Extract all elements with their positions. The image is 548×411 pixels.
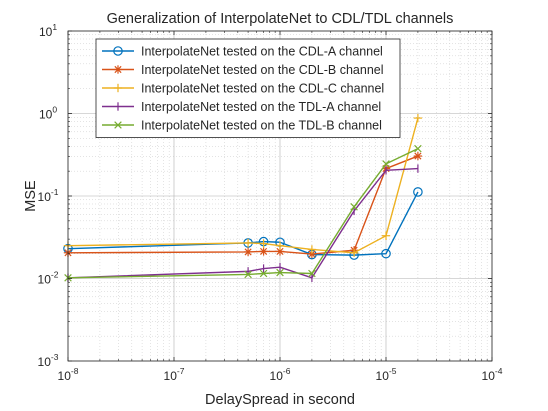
series-3-point	[307, 245, 317, 254]
legend-marker-2-shape	[114, 65, 122, 74]
y-tick-label: 10-3	[38, 352, 59, 369]
legend-label-3: InterpolateNet tested on the CDL-C chann…	[141, 82, 384, 96]
series-3-point	[275, 241, 285, 250]
x-tick-label: 10-6	[270, 366, 291, 383]
legend-marker-2	[113, 65, 123, 74]
x-tick-label: 10-5	[376, 366, 397, 383]
series-3-point	[259, 239, 268, 248]
series-5-point	[308, 269, 316, 278]
series-5-point	[350, 203, 358, 211]
y-tick-label: 10-2	[38, 270, 59, 287]
series-1-point	[381, 248, 391, 259]
series-5-point-shape	[382, 160, 390, 168]
legend-label-5: InterpolateNet tested on the TDL-B chann…	[141, 119, 382, 133]
chart-title: Generalization of InterpolateNet to CDL/…	[107, 11, 454, 27]
series-5-point-shape	[276, 268, 284, 277]
series-5-point	[244, 270, 252, 279]
series-3-point	[243, 238, 253, 248]
legend-label-2: InterpolateNet tested on the CDL-B chann…	[141, 63, 384, 77]
legend-box	[95, 38, 401, 138]
series-2-point	[259, 247, 268, 256]
tick-group: 10-8 10-7 10-6 10-5 10-4 10-3 10-2 10-1 100 101	[38, 22, 503, 383]
series-5-point	[382, 160, 390, 168]
legend-label-1: InterpolateNet tested on the CDL-A chann…	[141, 45, 383, 59]
legend-label-4: InterpolateNet tested on the TDL-A chann…	[141, 100, 381, 114]
x-tick-label: 10-4	[482, 366, 503, 383]
series-2-point-shape	[260, 247, 268, 255]
series-2-point-shape	[244, 248, 252, 256]
y-axis-label: MSE	[23, 180, 39, 212]
series-1-point-shape	[381, 248, 391, 259]
x-axis-label: DelaySpread in second	[205, 392, 355, 408]
series-5-point-shape	[259, 269, 268, 278]
legend: InterpolateNet tested on the CDL-A chann…	[95, 38, 401, 138]
series-line-5	[67, 148, 419, 279]
series-2-point-shape	[276, 247, 284, 255]
y-tick-label: 101	[39, 22, 57, 39]
series-2-point-shape	[414, 152, 422, 160]
series-1-point	[413, 187, 423, 197]
series-1-point-shape	[413, 187, 423, 197]
x-tick-label: 10-8	[58, 366, 79, 383]
legend-marker-5	[114, 121, 122, 129]
series-group	[63, 113, 423, 282]
legend-marker-1	[113, 46, 123, 56]
legend-marker-5-shape	[114, 121, 122, 129]
series-2-point-shape	[308, 250, 316, 258]
x-tick-label: 10-7	[164, 366, 185, 383]
series-5-point-shape	[350, 203, 358, 211]
series-3-point	[413, 113, 423, 123]
series-2-point	[243, 247, 253, 257]
series-3-point	[381, 231, 391, 240]
series-3-point	[349, 248, 359, 257]
series-5-point	[414, 144, 422, 153]
series-5-point-shape	[244, 270, 252, 279]
series-5-point-shape	[308, 269, 316, 278]
series-5-point-shape	[414, 144, 422, 153]
legend-marker-3	[113, 83, 123, 93]
series-5-point	[276, 268, 284, 277]
legend-marker-1-shape	[113, 46, 123, 56]
series-5-point	[259, 269, 268, 278]
y-tick-label: 100	[39, 105, 57, 122]
series-2-point	[413, 151, 423, 161]
y-tick-label: 10-1	[38, 187, 59, 204]
